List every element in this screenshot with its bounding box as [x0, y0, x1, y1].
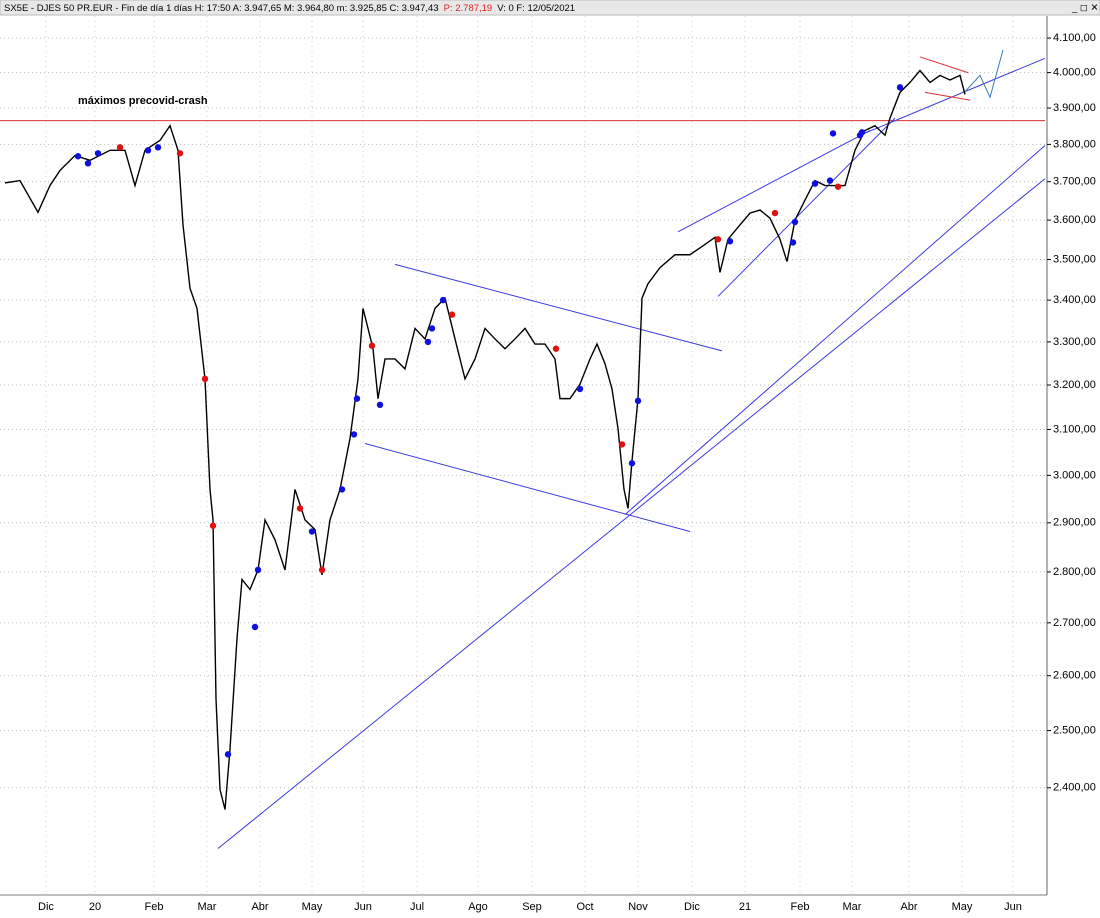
annotation: máximos precovid-crash — [78, 95, 208, 107]
x-tick-label: Feb — [791, 901, 810, 913]
y-tick-label: 3.200,00 — [1053, 379, 1096, 391]
x-tick-label: Feb — [145, 901, 164, 913]
signal-marker — [116, 144, 124, 151]
trend-line — [924, 91, 971, 101]
y-tick-label: 2.800,00 — [1053, 566, 1096, 578]
trend-line — [919, 56, 969, 74]
signal-marker — [144, 147, 152, 154]
x-tick-label: Jun — [1004, 901, 1022, 913]
x-tick-label: Dic — [38, 901, 54, 913]
x-tick-label: Mar — [198, 901, 217, 913]
signal-marker — [176, 150, 184, 157]
y-tick-label: 3.700,00 — [1053, 176, 1096, 188]
signal-marker — [338, 486, 346, 493]
signal-marker — [726, 238, 734, 245]
signal-marker — [350, 431, 358, 438]
signal-marker — [896, 84, 904, 91]
signal-marker — [552, 345, 560, 352]
x-tick-label: Nov — [628, 901, 648, 913]
header-end: V: 0 F: 12/05/2021 — [497, 3, 575, 14]
signal-marker — [439, 296, 447, 304]
signal-marker — [94, 150, 102, 157]
signal-marker — [829, 130, 837, 137]
signal-marker — [834, 183, 842, 190]
y-tick-label: 3.800,00 — [1053, 138, 1096, 150]
trend-line — [964, 49, 1004, 99]
y-tick-label: 3.900,00 — [1053, 102, 1096, 114]
x-tick-label: Jul — [410, 901, 424, 913]
signal-marker — [791, 218, 799, 226]
header-text: SX5E - DJES 50 PR.EUR - Fin de día 1 día… — [4, 3, 575, 14]
signal-marker — [154, 144, 162, 151]
x-tick-label: Dic — [684, 901, 700, 913]
trend-line — [217, 178, 1046, 849]
x-tick-label: Sep — [522, 901, 542, 913]
y-tick-label: 4.000,00 — [1053, 66, 1096, 78]
x-tick-label: Oct — [576, 901, 593, 913]
signal-marker — [209, 522, 217, 529]
x-tick-label: May — [302, 901, 323, 913]
y-tick-label: 3.300,00 — [1053, 336, 1096, 348]
signal-marker — [376, 401, 384, 409]
signal-marker — [424, 338, 432, 346]
signal-marker — [714, 236, 722, 243]
x-tick-label: Mar — [843, 901, 862, 913]
signal-marker — [576, 385, 584, 393]
signal-marker — [771, 209, 779, 217]
y-tick-label: 3.600,00 — [1053, 214, 1096, 226]
signal-marker — [318, 566, 326, 574]
signal-marker — [308, 528, 316, 535]
header-main: SX5E - DJES 50 PR.EUR - Fin de día 1 día… — [4, 3, 439, 14]
signal-marker — [201, 375, 209, 383]
y-tick-label: 3.000,00 — [1053, 469, 1096, 481]
window-buttons[interactable]: _ ◻ ✕ — [1071, 3, 1098, 14]
x-tick-label: 21 — [739, 901, 751, 913]
y-tick-label: 2.600,00 — [1053, 670, 1096, 682]
signal-marker — [224, 751, 232, 758]
signal-marker — [448, 311, 456, 318]
signal-marker — [789, 239, 797, 246]
x-tick-label: 20 — [89, 901, 101, 913]
signal-marker — [254, 566, 262, 574]
signal-marker — [628, 460, 636, 467]
price-line — [4, 69, 966, 810]
y-tick-label: 3.400,00 — [1053, 294, 1096, 306]
trend-line — [364, 443, 691, 533]
trend-line — [717, 117, 896, 297]
signal-marker — [428, 325, 436, 332]
x-tick-label: Ago — [468, 901, 488, 913]
header-red: P: 2.787,19 — [444, 3, 493, 14]
signal-marker — [368, 342, 376, 349]
y-tick-label: 4.100,00 — [1053, 32, 1096, 44]
x-tick-label: Abr — [900, 901, 917, 913]
signal-marker — [251, 623, 259, 631]
y-tick-label: 2.900,00 — [1053, 517, 1096, 529]
signal-marker — [634, 397, 642, 405]
trend-line — [624, 145, 1046, 515]
y-tick-label: 2.500,00 — [1053, 725, 1096, 737]
signal-marker — [84, 160, 92, 167]
signal-marker — [74, 153, 82, 160]
y-tick-label: 3.500,00 — [1053, 253, 1096, 265]
signal-marker — [296, 505, 304, 512]
x-tick-label: Jun — [354, 901, 372, 913]
signal-marker — [618, 441, 626, 448]
title-bar — [0, 0, 1100, 16]
signal-marker — [826, 177, 834, 184]
trend-line — [394, 263, 723, 352]
y-tick-label: 2.700,00 — [1053, 617, 1096, 629]
y-tick-label: 3.100,00 — [1053, 423, 1096, 435]
signal-marker — [353, 395, 361, 402]
trend-line — [677, 130, 871, 233]
signal-marker — [858, 129, 866, 136]
x-tick-label: Abr — [251, 901, 268, 913]
y-tick-label: 2.400,00 — [1053, 782, 1096, 794]
signal-marker — [811, 180, 819, 187]
x-tick-label: May — [952, 901, 973, 913]
